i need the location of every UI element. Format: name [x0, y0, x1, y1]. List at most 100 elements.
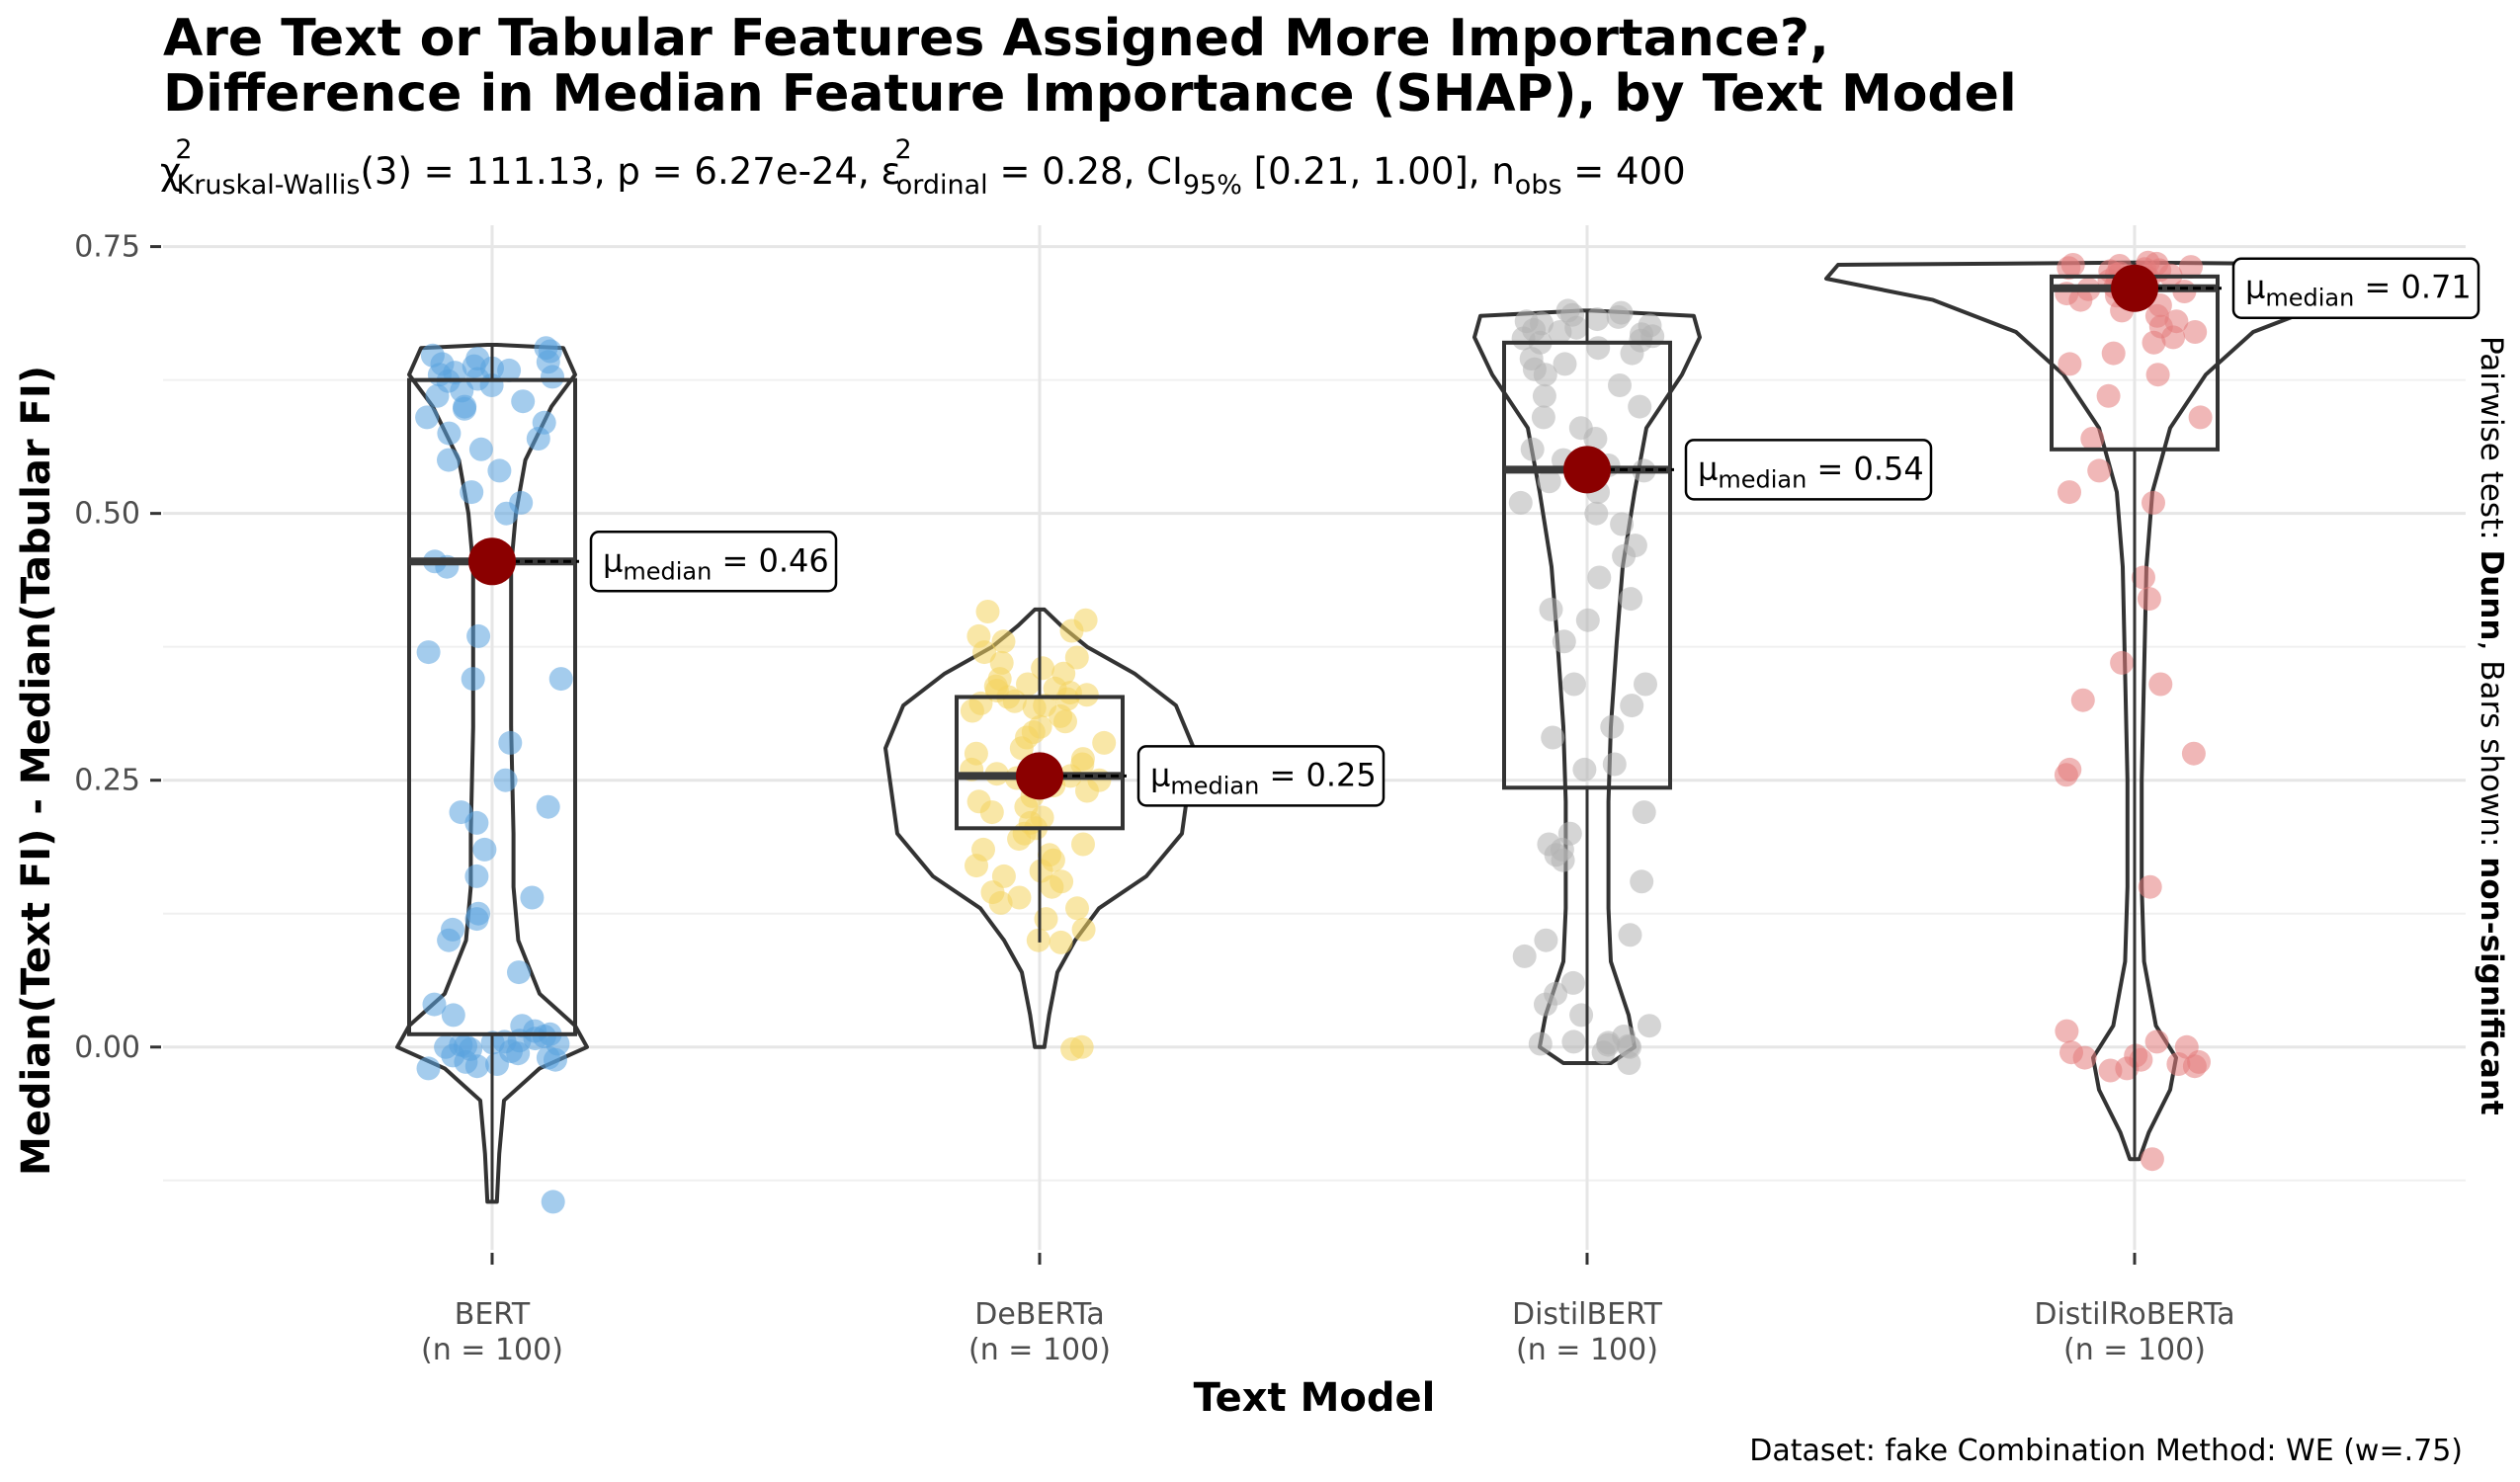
subtitle-part3: [0.21, 1.00], n	[1242, 150, 1515, 193]
data-point	[1591, 1040, 1616, 1065]
data-point	[1620, 694, 1644, 718]
data-point	[1638, 1014, 1661, 1038]
data-point	[1551, 848, 1575, 872]
data-point	[1553, 352, 1577, 376]
median-label: μmedian = 0.46	[603, 541, 829, 585]
data-point	[972, 640, 997, 665]
data-point	[1569, 1003, 1594, 1028]
chart-title-line2: Difference in Median Feature Importance …	[163, 64, 2017, 124]
data-point	[1534, 992, 1557, 1017]
data-point	[520, 885, 545, 910]
data-point	[464, 810, 489, 835]
data-point	[1537, 469, 1561, 494]
data-point	[2058, 352, 2082, 376]
median-label-eq: =	[2354, 269, 2400, 306]
data-point	[441, 1003, 465, 1028]
data-point	[511, 389, 536, 414]
median-label-mu: μ	[603, 541, 623, 579]
data-point	[1560, 970, 1585, 995]
median-label: μmedian = 0.54	[1698, 450, 1924, 493]
data-point	[1049, 930, 1073, 954]
median-label-box	[1684, 439, 1933, 501]
data-point	[1572, 757, 1597, 782]
data-point	[1586, 336, 1611, 361]
median-label-eq: =	[1259, 756, 1305, 793]
data-point	[975, 600, 1000, 623]
data-point	[1584, 501, 1609, 526]
data-point	[1620, 341, 1644, 366]
data-point	[1071, 832, 1095, 857]
data-point	[2145, 363, 2170, 387]
data-point	[437, 928, 462, 952]
data-point	[2072, 1045, 2097, 1070]
chart-subtitle: χ2 Kruskal-Wallis(3) = 111.13, p = 6.27e-…	[160, 134, 1686, 201]
median-label-mu: μ	[1150, 756, 1170, 793]
data-point	[1561, 672, 1586, 697]
data-point	[1528, 1031, 1553, 1056]
y-tick-label: 0.75	[74, 230, 140, 265]
data-point	[1583, 427, 1608, 451]
median-point	[2111, 264, 2158, 312]
median-label-sub: median	[2265, 285, 2354, 312]
data-point	[415, 405, 440, 430]
data-point	[437, 421, 462, 446]
median-label-value: 0.54	[1853, 450, 1923, 487]
data-point	[498, 730, 523, 755]
median-label-sub: median	[1170, 772, 1259, 799]
data-point	[1009, 736, 1034, 761]
data-point	[1541, 725, 1565, 750]
median-label-sub: median	[623, 557, 712, 585]
median-label-mu: μ	[1698, 450, 1718, 487]
median-label-box	[1136, 745, 1386, 807]
data-point	[1074, 683, 1099, 707]
data-point	[437, 448, 461, 472]
data-point	[2101, 341, 2126, 366]
subtitle-eps: ε	[882, 150, 901, 193]
data-point	[1040, 874, 1064, 899]
data-point	[1617, 1051, 1641, 1075]
data-point	[1619, 587, 1643, 612]
median-label: μmedian = 0.71	[2245, 269, 2472, 312]
data-point	[1575, 608, 1600, 632]
data-point	[991, 629, 1016, 654]
data-point	[1075, 779, 1099, 803]
data-point	[1533, 363, 1557, 387]
median-label-value: 0.71	[2400, 269, 2471, 306]
data-point	[468, 437, 493, 461]
data-point	[1534, 928, 1558, 952]
data-point	[2144, 1029, 2169, 1054]
data-point	[2087, 458, 2112, 483]
data-point	[1092, 730, 1117, 755]
median-label-value: 0.46	[758, 541, 828, 579]
data-point	[1618, 923, 1642, 947]
data-point	[1065, 896, 1089, 921]
subtitle-part2: = 0.28, CI	[988, 150, 1183, 193]
data-point	[422, 992, 447, 1017]
x-tick-n-label: (n = 100)	[1516, 1333, 1658, 1367]
data-point	[464, 907, 489, 932]
pairwise-middle: , Bars shown:	[2474, 640, 2509, 857]
caption: Dataset: fake Combination Method: WE (w=…	[1749, 1434, 2463, 1468]
data-point	[541, 1190, 565, 1214]
median-label: μmedian = 0.25	[1150, 756, 1377, 799]
x-tick-label: BERT	[455, 1297, 531, 1332]
data-point	[2142, 330, 2166, 355]
data-point	[1602, 752, 1627, 777]
data-point	[416, 1056, 441, 1081]
median-point	[468, 537, 516, 586]
data-point	[1630, 869, 1654, 894]
data-point	[2058, 480, 2081, 505]
data-point	[536, 794, 560, 819]
data-point	[497, 358, 522, 382]
data-point	[1600, 714, 1625, 739]
data-point	[1585, 307, 1610, 332]
data-point	[1608, 373, 1632, 397]
median-point	[1563, 446, 1611, 494]
pairwise-test-name: Dunn	[2474, 550, 2509, 641]
data-point	[1508, 490, 1533, 515]
data-point	[2181, 741, 2206, 766]
y-axis-title: Median(Text FI) - Median(Tabular FI)	[14, 366, 59, 1176]
median-point	[1016, 752, 1063, 800]
